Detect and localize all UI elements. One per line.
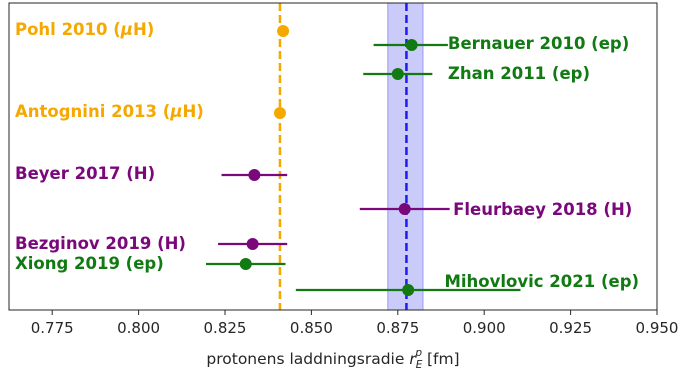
x-axis-label-suffix: [fm] [422,350,460,368]
point-label-text: Bezginov 2019 (H) [15,234,186,253]
point-label: Antognini 2013 (μH) [15,102,204,121]
data-point [402,284,415,296]
point-label: Bezginov 2019 (H) [15,234,186,253]
data-point [391,68,404,80]
point-label-text: Antognini 2013 ( [15,102,170,121]
point-label-end: H) [133,20,154,39]
point-label-text: Beyer 2017 (H) [15,164,155,183]
point-label-text: Bernauer 2010 (ep) [448,34,629,53]
point-label-text: Zhan 2011 (ep) [448,64,590,83]
data-point [239,258,252,270]
data-point [398,203,411,215]
point-label-text: Mihovlovic 2021 (ep) [444,272,639,291]
x-tick-label: 0.775 [31,319,74,337]
point-label: Xiong 2019 (ep) [15,254,164,273]
data-point [277,25,290,37]
point-label-text: Xiong 2019 (ep) [15,254,164,273]
x-tick-label: 0.850 [290,319,333,337]
x-axis-label-subscript: E [416,359,423,371]
data-point [405,39,418,51]
x-axis-label-prefix: protonens laddningsradie [206,350,409,368]
x-axis-label-superscript: p [414,347,422,359]
x-tick-label: 0.925 [549,319,592,337]
band-layer [278,2,424,311]
point-label: Beyer 2017 (H) [15,164,155,183]
point-label-mu: μ [169,102,182,121]
x-tick-label: 0.875 [376,319,419,337]
point-label-mu: μ [120,20,133,39]
point-label: Fleurbaey 2018 (H) [453,200,632,219]
x-axis: 0.775 0.800 0.825 0.850 0.875 0.900 0.925 0.950 [31,310,679,337]
point-label: Mihovlovic 2021 (ep) [444,272,639,291]
data-point [246,238,259,250]
point-label-text: Pohl 2010 ( [15,20,121,39]
x-axis-label: protonens laddningsradie rEp [fm] [206,347,459,371]
plot-frame [8,2,658,311]
x-axis-label-symbol: r [409,350,417,368]
points-layer [205,25,521,296]
x-tick-label: 0.950 [636,319,679,337]
x-tick-label: 0.800 [117,319,160,337]
labels-layer: Pohl 2010 (μH)Bernauer 2010 (ep)Zhan 201… [15,20,639,291]
x-tick-label: 0.825 [204,319,247,337]
data-point [248,169,261,181]
point-label: Bernauer 2010 (ep) [448,34,629,53]
point-label: Zhan 2011 (ep) [448,64,590,83]
x-tick-label: 0.900 [463,319,506,337]
point-label: Pohl 2010 (μH) [15,20,154,39]
data-point [273,107,286,119]
blue-uncertainty-band [387,2,424,311]
point-label-end: H) [182,102,203,121]
point-label-text: Fleurbaey 2018 (H) [453,200,632,219]
